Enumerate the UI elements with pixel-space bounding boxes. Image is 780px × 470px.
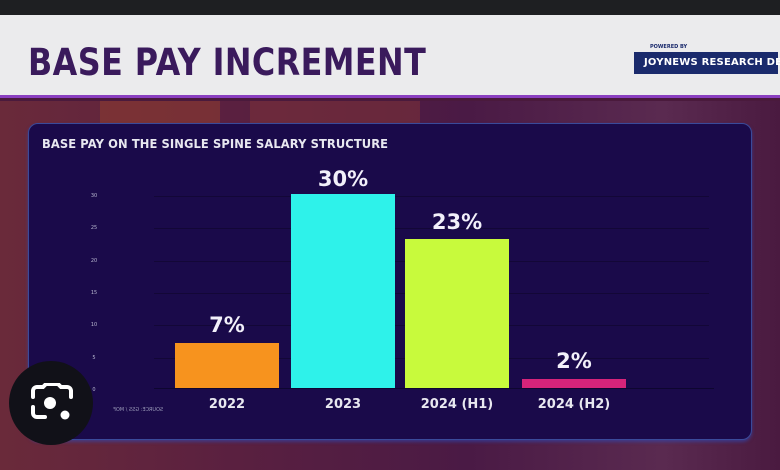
bar-value-label: 2%: [556, 349, 592, 373]
x-category-label: 2023: [324, 397, 362, 412]
x-axis-baseline: [154, 388, 714, 389]
gridline: [154, 228, 709, 229]
page-title: BASE PAY INCREMENT: [28, 41, 427, 84]
y-tick: 30: [90, 193, 98, 199]
header-banner: BASE PAY INCREMENT POWERED BY JOYNEWS RE…: [0, 15, 780, 98]
browser-top-bar: [0, 0, 780, 15]
x-category-label: 2024 (H1): [420, 397, 494, 412]
chart-card: BASE PAY ON THE SINGLE SPINE SALARY STRU…: [28, 123, 752, 440]
bar-value-label: 7%: [209, 313, 245, 337]
camera-lens-icon: [31, 383, 73, 420]
bar-2024-h1: [405, 239, 509, 388]
y-tick: 5: [92, 355, 96, 361]
bar-2023: [291, 194, 395, 388]
y-tick: 15: [90, 290, 98, 296]
source-note: SOURCE: GSS / MOF: [113, 407, 164, 413]
y-tick: 10: [90, 322, 98, 328]
bar-2024-h2: [522, 379, 626, 388]
y-tick: 20: [90, 258, 98, 264]
y-tick: 25: [90, 225, 98, 231]
bar-2022: [175, 343, 279, 388]
powered-by-label: POWERED BY: [650, 44, 688, 50]
bar-value-label: 30%: [317, 167, 369, 191]
gridline: [154, 196, 709, 197]
bar-value-label: 23%: [431, 210, 483, 234]
lens-search-button[interactable]: [9, 361, 93, 445]
x-category-label: 2024 (H2): [537, 397, 611, 412]
research-desk-badge: JOYNEWS RESEARCH DESK: [634, 52, 780, 74]
x-category-label: 2022: [208, 397, 246, 412]
y-tick: 0: [92, 387, 96, 393]
chart-title: BASE PAY ON THE SINGLE SPINE SALARY STRU…: [42, 136, 389, 151]
